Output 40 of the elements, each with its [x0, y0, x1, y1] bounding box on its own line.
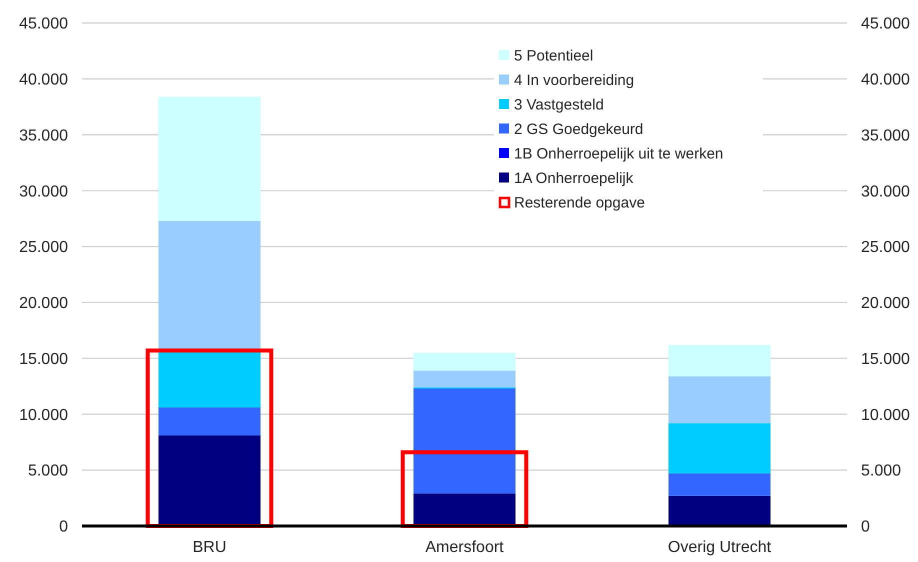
bar	[158, 408, 260, 436]
x-tick-label: Overig Utrecht	[668, 539, 772, 556]
y2-tick-label: 15.000	[861, 350, 910, 368]
legend-label: 1B Onherroepelijk uit te werken	[514, 145, 724, 162]
x-tick-label: BRU	[192, 539, 226, 556]
y2-tick-label: 20.000	[861, 295, 910, 312]
y-tick-label: 20.000	[19, 295, 68, 312]
bar	[414, 370, 516, 388]
legend-label: 5 Potentieel	[514, 47, 594, 64]
y-tick-label: 45.000	[19, 16, 68, 33]
y-tick-label: 0	[59, 518, 68, 536]
y-tick-label: 15.000	[19, 350, 68, 368]
legend-label: 1A Onherroepelijk	[514, 170, 634, 187]
y-tick-label: 10.000	[19, 406, 68, 424]
bar	[668, 344, 770, 376]
y-tick-label: 40.000	[19, 71, 68, 88]
bar	[668, 496, 770, 526]
y2-tick-label: 30.000	[861, 183, 910, 200]
bar	[668, 423, 770, 474]
bar	[414, 352, 516, 371]
legend-label: 4 In voorbereiding	[514, 72, 634, 89]
y-tick-label: 5.000	[28, 462, 68, 480]
legend-label: Resterende opgave	[514, 194, 645, 212]
y2-tick-label: 25.000	[861, 239, 910, 256]
legend-label: 2 GS Goedgekeurd	[514, 120, 644, 138]
y2-tick-label: 5.000	[861, 462, 902, 480]
y2-tick-label: 45.000	[861, 16, 910, 33]
y2-tick-label: 0	[861, 518, 870, 536]
x-tick-label: Amersfoort	[425, 539, 504, 556]
y-tick-label: 25.000	[19, 239, 68, 256]
bar	[668, 473, 770, 496]
bar	[668, 376, 770, 424]
y2-tick-label: 40.000	[861, 71, 910, 88]
bar	[158, 96, 260, 221]
bar	[158, 352, 260, 408]
legend-label: 3 Vastgesteld	[514, 96, 604, 114]
y2-tick-label: 10.000	[861, 406, 910, 424]
y2-tick-label: 35.000	[861, 127, 910, 144]
y-tick-label: 35.000	[19, 127, 68, 144]
y-tick-label: 30.000	[19, 183, 68, 200]
